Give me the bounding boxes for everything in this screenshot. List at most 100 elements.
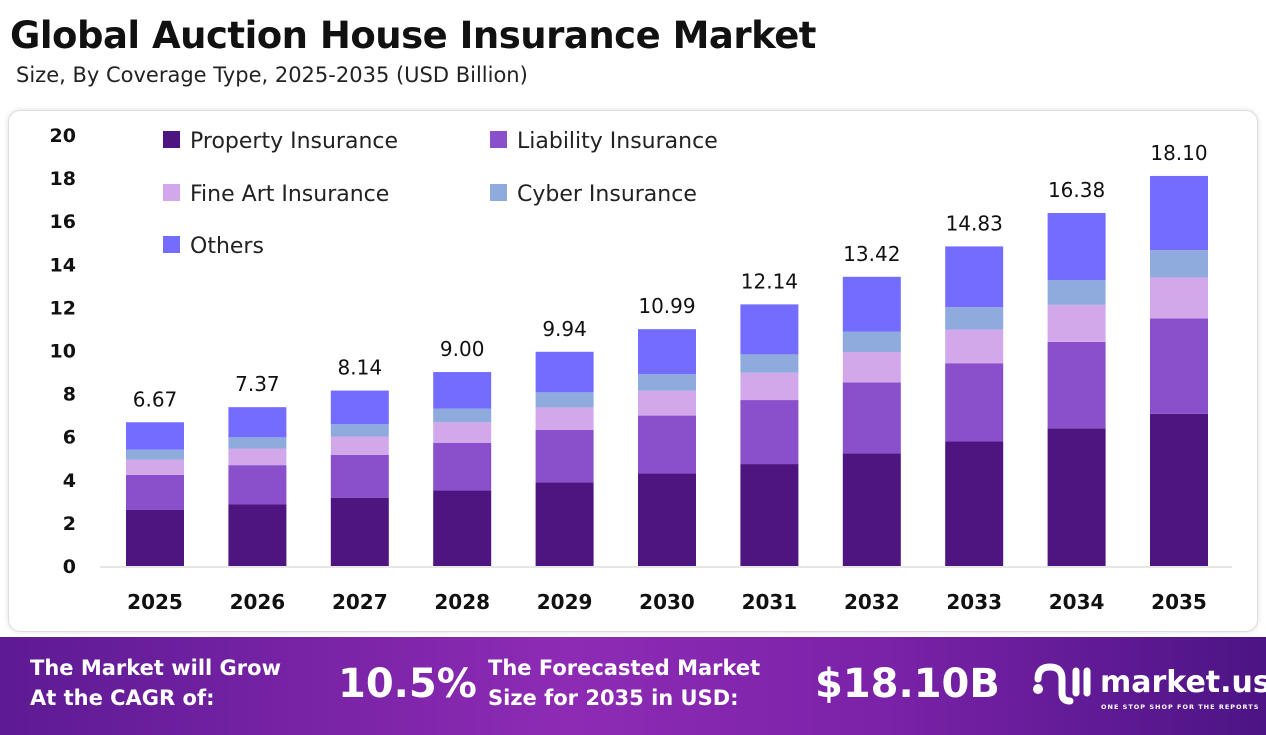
bar-segment — [638, 374, 696, 391]
data-label: 6.67 — [133, 387, 178, 411]
bar-segment — [1150, 250, 1208, 278]
bar-segment — [228, 504, 287, 566]
legend-label: Others — [190, 234, 264, 259]
bar-segment — [228, 465, 287, 505]
forecast-label-line1: The Forecasted Market — [488, 656, 761, 680]
forecast-label-line2: Size for 2035 in USD: — [488, 686, 739, 710]
bar-segment — [433, 490, 492, 566]
bar-segment — [330, 424, 389, 437]
cagr-label-line1: The Market will Grow — [30, 656, 281, 680]
x-tick-label: 2028 — [434, 590, 490, 614]
summary-banner: The Market will Grow At the CAGR of: 10.… — [0, 637, 1266, 735]
bar-segment — [842, 276, 901, 332]
bar-segment — [945, 363, 1004, 442]
x-tick-label: 2029 — [537, 590, 593, 614]
legend-label: Cyber Insurance — [517, 182, 697, 207]
legend-label: Liability Insurance — [517, 129, 718, 154]
bar-segment — [433, 422, 492, 443]
chart-card — [8, 110, 1258, 632]
bar-segment — [228, 437, 287, 449]
x-tick-label: 2032 — [844, 590, 900, 614]
x-tick-label: 2035 — [1151, 590, 1207, 614]
x-tick-label: 2027 — [332, 590, 388, 614]
logo-tagline: ONE STOP SHOP FOR THE REPORTS — [1101, 703, 1260, 711]
legend-swatch — [163, 131, 180, 148]
bar-segment — [535, 407, 594, 430]
bar-segment — [228, 407, 287, 438]
market-us-logo-icon — [1033, 663, 1091, 705]
bar-segment — [1047, 341, 1106, 429]
data-label: 13.42 — [843, 242, 900, 266]
bar-segment — [945, 329, 1004, 364]
bar-segment — [535, 429, 594, 483]
chart-title: Global Auction House Insurance Market — [10, 14, 817, 57]
legend-swatch — [163, 184, 180, 201]
bar-segment — [433, 372, 492, 409]
y-tick-label: 4 — [63, 470, 76, 492]
bar-segment — [842, 453, 901, 566]
cagr-label: The Market will Grow At the CAGR of: — [30, 653, 281, 713]
legend-label: Property Insurance — [190, 129, 398, 154]
y-tick-label: 2 — [63, 513, 76, 535]
bar-segment — [740, 372, 799, 401]
data-label: 10.99 — [638, 294, 695, 318]
data-label: 9.00 — [440, 337, 485, 361]
bar-segment — [330, 436, 389, 455]
y-tick-label: 18 — [50, 168, 76, 190]
legend-swatch — [490, 184, 507, 201]
bar-segment — [842, 352, 901, 383]
bar-segment — [945, 441, 1004, 566]
bar-segment — [638, 415, 696, 474]
bar-segment — [126, 459, 184, 475]
bar-segment — [1047, 428, 1106, 566]
data-label: 9.94 — [542, 317, 587, 341]
bar-segment — [330, 497, 389, 566]
bar-segment — [126, 422, 184, 450]
y-tick-label: 16 — [50, 211, 76, 233]
bar-segment — [126, 474, 184, 510]
bar-segment — [945, 246, 1004, 308]
data-label: 8.14 — [338, 356, 383, 380]
bar-segment — [842, 382, 901, 454]
chart-subtitle: Size, By Coverage Type, 2025-2035 (USD B… — [16, 63, 528, 87]
bar-segment — [1150, 277, 1208, 319]
bar-segment — [945, 307, 1004, 330]
bar-segment — [535, 351, 594, 393]
data-label: 14.83 — [946, 211, 1003, 235]
legend-swatch — [163, 236, 180, 253]
bar-segment — [535, 482, 594, 566]
cagr-value: 10.5% — [338, 661, 477, 707]
y-tick-label: 20 — [50, 125, 76, 147]
bar-segment — [842, 331, 901, 353]
x-tick-label: 2034 — [1049, 590, 1105, 614]
y-tick-label: 0 — [63, 556, 76, 578]
bar-segment — [740, 304, 799, 355]
y-tick-label: 8 — [63, 384, 76, 406]
bar-segment — [433, 408, 492, 423]
data-label: 12.14 — [741, 269, 798, 293]
forecast-value: $18.10B — [815, 661, 1000, 707]
y-tick-label: 14 — [50, 254, 76, 276]
forecast-label: The Forecasted Market Size for 2035 in U… — [488, 653, 760, 713]
bar-segment — [126, 449, 184, 460]
y-tick-label: 6 — [63, 427, 76, 449]
bar-segment — [126, 509, 184, 566]
legend-label: Fine Art Insurance — [190, 182, 389, 207]
bar-segment — [1047, 280, 1106, 305]
bar-segment — [638, 390, 696, 416]
data-label: 18.10 — [1150, 141, 1207, 165]
bar-segment — [535, 392, 594, 408]
y-tick-label: 12 — [50, 297, 76, 319]
bar-segment — [330, 390, 389, 425]
data-label: 7.37 — [235, 372, 280, 396]
bar-segment — [330, 454, 389, 498]
y-tick-label: 10 — [50, 341, 76, 363]
x-tick-label: 2025 — [127, 590, 183, 614]
x-tick-label: 2026 — [230, 590, 286, 614]
bar-segment — [1047, 304, 1106, 342]
bar-segment — [1150, 175, 1208, 251]
bar-segment — [1150, 318, 1208, 414]
bar-segment — [638, 473, 696, 566]
legend-swatch — [490, 131, 507, 148]
bar-segment — [740, 464, 799, 566]
